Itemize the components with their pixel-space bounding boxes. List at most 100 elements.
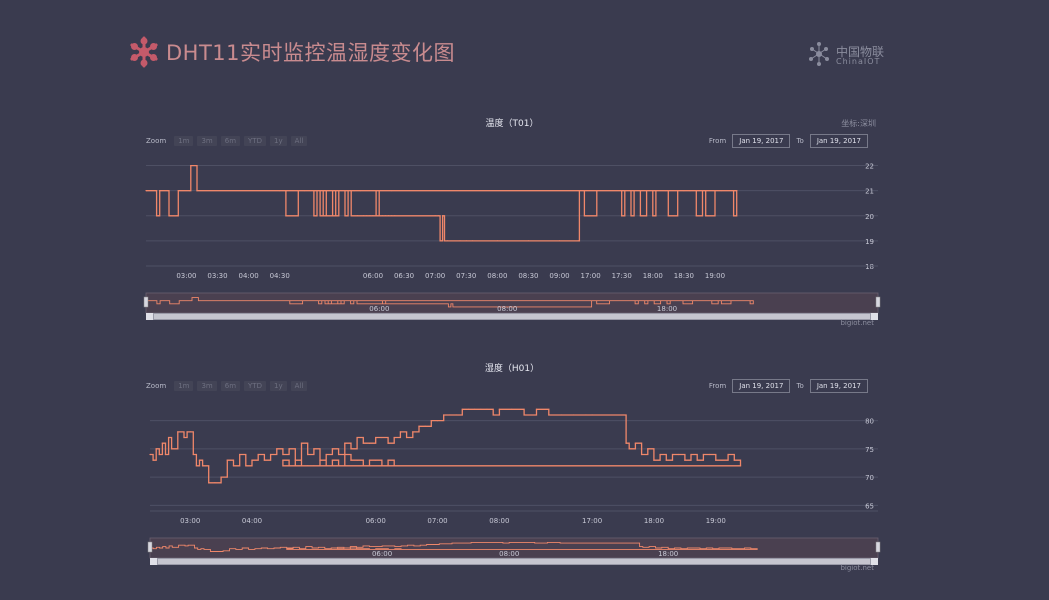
data-point — [424, 425, 426, 427]
x-tick-label: 17:00 — [581, 272, 601, 280]
data-point — [245, 465, 247, 467]
zoom-1m-button[interactable]: 1m — [174, 136, 194, 146]
data-point — [442, 215, 444, 217]
zoom-all-button[interactable]: All — [290, 136, 308, 146]
data-point — [625, 442, 627, 444]
data-point — [394, 215, 396, 217]
data-point — [276, 448, 278, 450]
data-point — [733, 215, 735, 217]
data-point — [665, 459, 667, 461]
chinaiot-logo-icon — [809, 42, 829, 66]
series-line — [146, 164, 738, 242]
data-point — [596, 190, 598, 192]
zoom-1y-button[interactable]: 1y — [269, 381, 287, 391]
date-range-selector: From Jan 19, 2017 To Jan 19, 2017 — [709, 379, 874, 393]
data-point — [645, 190, 648, 192]
data-point — [430, 420, 432, 422]
data-point — [335, 190, 337, 192]
data-point — [313, 448, 315, 450]
data-point — [375, 436, 377, 439]
data-point — [440, 240, 442, 242]
data-point — [154, 190, 156, 192]
data-point — [196, 190, 198, 192]
zoom-6m-button[interactable]: 6m — [220, 381, 241, 391]
data-point — [714, 190, 716, 192]
data-point — [362, 465, 364, 467]
data-point — [145, 190, 147, 192]
y-tick-label: 21 — [865, 188, 874, 196]
credit-link[interactable]: bigiot.net — [840, 564, 874, 572]
scrollbar-thumb — [154, 314, 870, 319]
x-tick-label: 03:30 — [207, 272, 227, 280]
data-point — [655, 190, 657, 192]
x-tick-label: 09:00 — [549, 272, 569, 280]
data-point — [591, 414, 593, 416]
data-point — [683, 190, 685, 192]
data-point — [189, 431, 191, 433]
zoom-selector: Zoom 1m 3m 6m YTD 1y All — [146, 381, 311, 391]
data-point — [359, 190, 362, 192]
data-point — [690, 453, 692, 456]
y-tick-label: 75 — [865, 446, 874, 454]
from-date-input[interactable]: Jan 19, 2017 — [732, 379, 791, 393]
data-point — [378, 190, 380, 192]
data-point — [381, 436, 383, 439]
snowflake-logo-icon — [130, 36, 158, 68]
scrollbar-right-arrow — [871, 313, 878, 320]
data-point — [583, 215, 585, 217]
x-tick-label: 19:00 — [706, 517, 726, 525]
data-point — [480, 408, 482, 410]
data-point — [634, 442, 636, 444]
to-date-input[interactable]: Jan 19, 2017 — [809, 134, 868, 148]
data-point — [307, 465, 309, 467]
chart-title: 温度（T01） — [485, 119, 539, 129]
data-point — [437, 215, 439, 217]
to-date-input[interactable]: Jan 19, 2017 — [809, 379, 868, 393]
data-point — [164, 453, 167, 456]
data-point — [310, 190, 312, 192]
data-point — [232, 465, 235, 467]
zoom-1y-button[interactable]: 1y — [269, 136, 287, 146]
data-point — [659, 453, 661, 456]
data-point — [285, 215, 287, 217]
zoom-3m-button[interactable]: 3m — [197, 136, 217, 146]
data-point — [721, 459, 723, 461]
zoom-1m-button[interactable]: 1m — [174, 381, 194, 391]
data-point — [350, 448, 352, 450]
zoom-6m-button[interactable]: 6m — [220, 136, 241, 146]
x-tick-label: 08:00 — [489, 517, 509, 525]
data-point — [375, 215, 377, 217]
data-point — [167, 190, 169, 192]
x-tick-label: 06:30 — [394, 272, 414, 280]
data-point — [192, 453, 194, 456]
data-point — [391, 215, 393, 217]
zoom-3m-button[interactable]: 3m — [197, 381, 217, 391]
data-point — [188, 190, 191, 192]
data-point — [282, 459, 284, 461]
data-point — [708, 453, 711, 456]
x-tick-label: 08:30 — [518, 272, 538, 280]
data-point — [282, 453, 284, 456]
data-point — [190, 164, 192, 167]
zoom-ytd-button[interactable]: YTD — [244, 381, 266, 391]
data-point — [701, 190, 704, 192]
from-label: From — [708, 137, 727, 145]
data-point — [159, 190, 161, 192]
x-tick-label: 18:00 — [644, 517, 664, 525]
x-tick-label: 17:30 — [612, 272, 632, 280]
data-point — [279, 190, 281, 192]
navigator-handle — [875, 296, 881, 308]
data-point — [621, 215, 623, 217]
data-point — [319, 215, 321, 217]
zoom-ytd-button[interactable]: YTD — [244, 136, 266, 146]
data-point — [167, 436, 170, 439]
data-point — [443, 240, 446, 242]
data-point — [578, 190, 581, 192]
from-date-input[interactable]: Jan 19, 2017 — [732, 134, 791, 148]
data-point — [436, 420, 439, 422]
data-point — [739, 465, 742, 467]
credit-link[interactable]: bigiot.net — [840, 319, 874, 327]
zoom-all-button[interactable]: All — [290, 381, 308, 391]
data-point — [455, 414, 457, 416]
data-point — [251, 459, 253, 461]
